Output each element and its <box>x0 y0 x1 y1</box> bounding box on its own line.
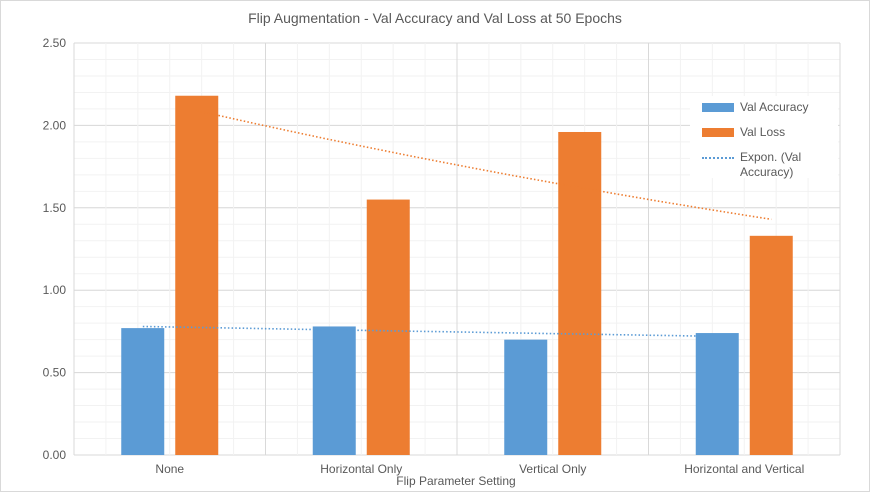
trendline-val-loss <box>196 109 772 221</box>
x-tick-label: None <box>155 462 184 476</box>
x-tick-label: Horizontal Only <box>320 462 402 476</box>
x-tick-label: Vertical Only <box>519 462 586 476</box>
x-axis-ticks: None Horizontal Only Vertical Only Horizont… <box>155 462 804 476</box>
bar-val-accuracy <box>121 328 165 455</box>
trendline-layer <box>142 109 772 338</box>
bar-layer <box>121 95 793 456</box>
bar-val-accuracy <box>504 339 548 455</box>
legend-label-val-accuracy: Val Accuracy <box>740 100 809 114</box>
y-tick-label: 1.50 <box>43 201 67 215</box>
x-tick-label: Horizontal and Vertical <box>684 462 804 476</box>
bar-val-loss <box>175 95 219 456</box>
bar-val-accuracy <box>312 326 356 455</box>
legend: Val Accuracy Val Loss Expon. (Val Accura… <box>690 96 838 179</box>
bar-val-loss <box>366 199 410 455</box>
legend-label-val-loss: Val Loss <box>740 125 786 139</box>
legend-swatch-val-loss <box>702 128 734 137</box>
y-tick-label: 1.00 <box>43 283 67 297</box>
trendline-val-accuracy <box>142 325 718 338</box>
chart-title: Flip Augmentation - Val Accuracy and Val… <box>248 10 622 26</box>
x-axis-label: Flip Parameter Setting <box>396 474 516 488</box>
legend-swatch-val-accuracy <box>702 103 734 112</box>
y-tick-label: 0.50 <box>43 366 67 380</box>
y-tick-label: 0.00 <box>43 448 67 462</box>
bar-val-loss <box>749 235 793 455</box>
y-tick-label: 2.00 <box>43 118 67 132</box>
y-tick-label: 2.50 <box>43 36 67 50</box>
legend-line-expon-val-accuracy <box>702 157 734 159</box>
bar-val-loss <box>558 131 602 455</box>
bar-val-accuracy <box>695 333 739 455</box>
y-axis-ticks: 0.00 0.50 1.00 1.50 2.00 2.50 <box>43 36 67 462</box>
legend-label-expon-val-accuracy: Expon. (Val Accuracy) <box>740 150 802 179</box>
